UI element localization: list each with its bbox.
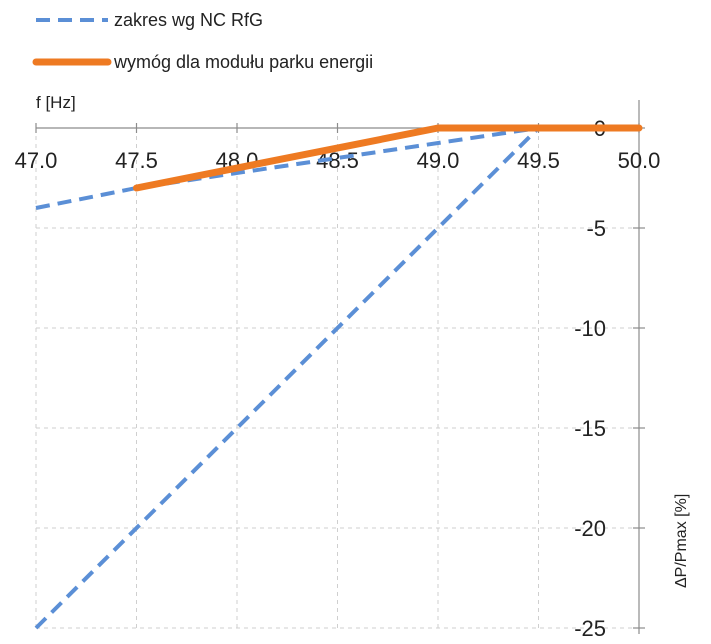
- legend: zakres wg NC RfG wymóg dla modułu parku e…: [32, 10, 373, 72]
- legend-label: wymóg dla modułu parku energii: [113, 52, 373, 72]
- legend-label: zakres wg NC RfG: [114, 10, 263, 30]
- x-tick-label: 50.0: [618, 148, 661, 173]
- x-axis-title: f [Hz]: [36, 93, 76, 112]
- y-tick-label: -10: [574, 316, 606, 341]
- x-tick-label: 47.5: [115, 148, 158, 173]
- y-axis-title: ΔP/Pmax [%]: [673, 494, 690, 588]
- series-line-zakres-upper: [35, 126, 539, 210]
- axes: 47.0 47.5 48.0 48.5 49.0 49.5 50.00-5-10-15-20…: [15, 100, 661, 641]
- y-tick-label: -20: [574, 516, 606, 541]
- series: [34, 124, 643, 630]
- y-tick-label: -15: [574, 416, 606, 441]
- series-line-wymog: [133, 124, 643, 192]
- y-tick-label: -25: [574, 616, 606, 639]
- axis-labels: f [Hz] ΔP/Pmax [%]: [36, 93, 690, 588]
- x-tick-label: 49.0: [417, 148, 460, 173]
- y-tick-label: -5: [586, 216, 606, 241]
- x-tick-label: 49.5: [517, 148, 560, 173]
- series-line-zakres-lower: [34, 126, 540, 630]
- x-tick-label: 47.0: [15, 148, 58, 173]
- grid: [35, 127, 640, 629]
